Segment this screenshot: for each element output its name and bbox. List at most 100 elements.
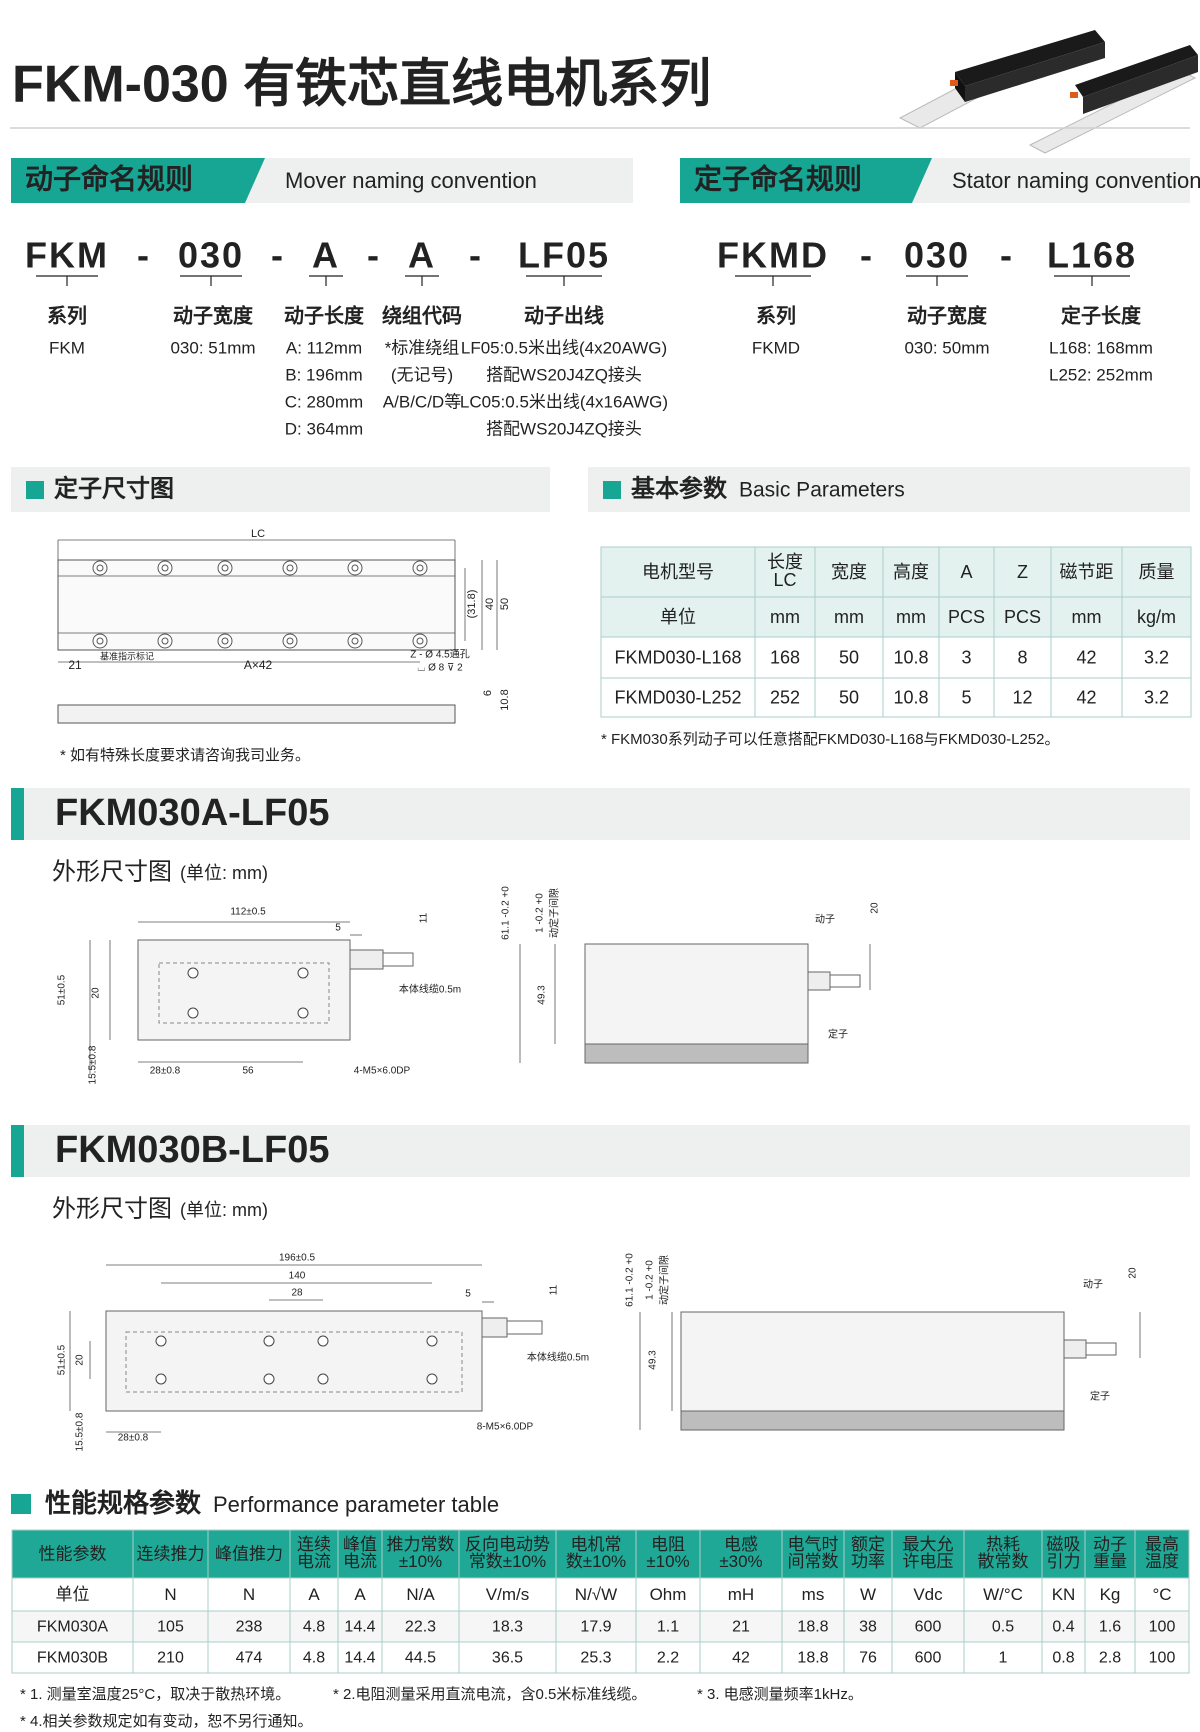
table-text: 12 xyxy=(1012,687,1032,707)
table-cell xyxy=(993,546,1052,598)
drawing-unit: (单位: mm) xyxy=(180,863,268,883)
table-text: 1.1 xyxy=(657,1619,679,1636)
hole xyxy=(155,1335,167,1347)
hole-inner xyxy=(161,564,169,572)
table-cell xyxy=(891,1641,965,1674)
table-text: 高度 xyxy=(893,562,929,582)
code-part: 030 xyxy=(904,235,970,276)
table-text: 重量 xyxy=(1093,1552,1127,1571)
dim-label: 56 xyxy=(242,1066,254,1077)
section-bar xyxy=(11,467,550,512)
dim-label: 51±0.5 xyxy=(57,974,68,1005)
field-label: 定子长度 xyxy=(1061,303,1142,327)
table-text: 600 xyxy=(915,1619,942,1636)
table-cell xyxy=(635,1610,701,1643)
hole-inner xyxy=(161,637,169,645)
table-text: ±10% xyxy=(399,1552,442,1571)
code-part: - xyxy=(469,235,483,276)
table-text: FKMD030-L168 xyxy=(614,647,741,667)
table-cell xyxy=(458,1641,557,1674)
dim-label: 21 xyxy=(68,658,82,672)
table-cell xyxy=(1050,596,1123,638)
dim-label: 动定子间隙 xyxy=(548,888,561,938)
table-text: V/m/s xyxy=(486,1585,529,1604)
note: * 如有特殊长度要求请咨询我司业务。 xyxy=(60,747,310,764)
table-cell xyxy=(993,677,1052,718)
banner-title: 动子命名规则 xyxy=(25,162,193,194)
table-cell xyxy=(699,1610,783,1643)
table-cell xyxy=(699,1577,783,1612)
table-cell xyxy=(1041,1641,1086,1674)
dim-label: 11 xyxy=(549,1284,560,1295)
table-text: A xyxy=(354,1585,366,1604)
table-text: 峰值 xyxy=(343,1535,377,1554)
table-text: 42 xyxy=(1076,647,1096,667)
code-part: FKMD xyxy=(717,235,829,276)
cable xyxy=(829,974,861,988)
table-cell xyxy=(814,677,884,718)
hole xyxy=(92,633,108,649)
hole xyxy=(157,633,173,649)
table-text: 10.8 xyxy=(893,647,928,667)
dim-label: 40 xyxy=(484,598,496,610)
table-text: ms xyxy=(802,1585,825,1604)
section-marker xyxy=(26,481,44,499)
hole xyxy=(282,560,298,576)
table-cell xyxy=(843,1529,893,1579)
table-text: 474 xyxy=(236,1650,263,1667)
banner-title: 定子命名规则 xyxy=(694,162,862,194)
table-text: 10.8 xyxy=(893,687,928,707)
section-title: 基本参数 xyxy=(631,474,728,502)
table-text: 76 xyxy=(859,1650,877,1667)
stator-body xyxy=(584,1043,809,1064)
table-text: 最高 xyxy=(1145,1535,1179,1554)
code-part: - xyxy=(271,235,285,276)
field-value: L252: 252mm xyxy=(1049,365,1153,384)
table-text: 电阻 xyxy=(651,1535,685,1554)
table-text: 单位 xyxy=(56,1585,90,1604)
table-cell xyxy=(207,1529,291,1579)
table-text: 宽度 xyxy=(831,562,867,582)
hole-inner xyxy=(221,637,229,645)
dim-label: 49.3 xyxy=(537,985,548,1005)
table-text: mm xyxy=(834,607,864,627)
table-text: FKM030B xyxy=(37,1650,108,1667)
field-value: B: 196mm xyxy=(285,365,362,384)
table-cell xyxy=(1084,1641,1136,1674)
table-text: A xyxy=(960,562,972,582)
table-text: N xyxy=(164,1585,176,1604)
table-text: 252 xyxy=(770,687,800,707)
field-value: 030: 51mm xyxy=(170,338,255,357)
table-cell xyxy=(458,1577,557,1612)
table-text: 许电压 xyxy=(903,1552,954,1571)
table-text: FKMD030-L252 xyxy=(614,687,741,707)
table-cell xyxy=(1050,636,1123,679)
table-text: N xyxy=(243,1585,255,1604)
hole-inner xyxy=(351,564,359,572)
table-text: 最大允 xyxy=(903,1535,954,1554)
table-text: 连续推力 xyxy=(137,1544,205,1563)
table-text: 0.5 xyxy=(992,1619,1014,1636)
table-text: kg/m xyxy=(1137,607,1176,627)
note: * 3. 电感测量频率1kHz。 xyxy=(697,1686,863,1703)
table-text: 50 xyxy=(839,687,859,707)
table-text: Vdc xyxy=(913,1585,943,1604)
table-cell xyxy=(1050,677,1123,718)
dim-label: 20 xyxy=(91,987,102,999)
table-cell xyxy=(132,1610,209,1643)
section-subtitle: Basic Parameters xyxy=(739,479,905,502)
table-text: N/√W xyxy=(575,1585,617,1604)
hole xyxy=(426,1373,438,1385)
cable xyxy=(1085,1342,1117,1356)
stator-body xyxy=(680,1410,1065,1431)
table-text: 质量 xyxy=(1139,562,1175,582)
field-label: 系列 xyxy=(756,304,796,327)
table-text: 2.8 xyxy=(1099,1650,1121,1667)
hole-inner xyxy=(351,637,359,645)
table-text: mm xyxy=(896,607,926,627)
table-cell xyxy=(289,1577,339,1612)
table-text: 5 xyxy=(961,687,971,707)
dim-label: 定子 xyxy=(1090,1390,1110,1403)
dim-label: 11 xyxy=(419,912,430,923)
field-value: D: 364mm xyxy=(285,419,363,438)
